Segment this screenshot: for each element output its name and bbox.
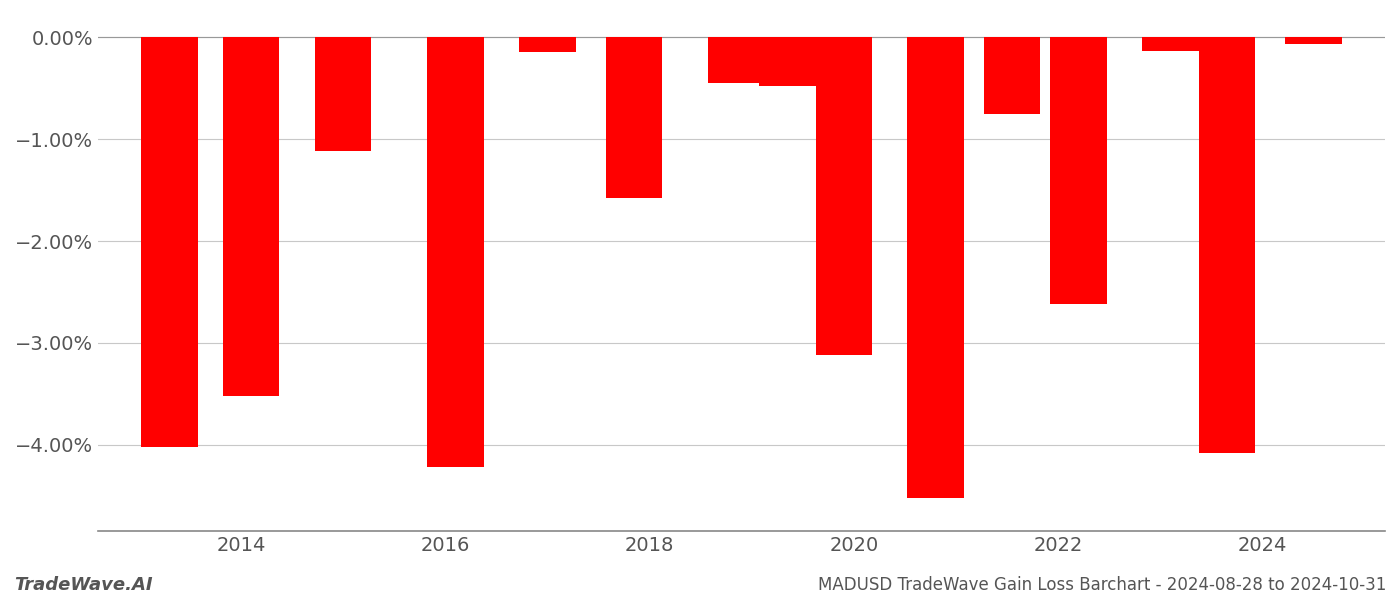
Bar — [606, 37, 662, 198]
Bar — [141, 37, 197, 446]
Bar — [759, 37, 816, 86]
Bar — [907, 37, 963, 497]
Bar — [984, 37, 1040, 114]
Bar — [223, 37, 279, 396]
Bar — [427, 37, 483, 467]
Bar — [315, 37, 371, 151]
Bar — [816, 37, 872, 355]
Bar — [1142, 37, 1198, 50]
Text: TradeWave.AI: TradeWave.AI — [14, 576, 153, 594]
Bar — [708, 37, 764, 83]
Bar — [1198, 37, 1254, 453]
Text: MADUSD TradeWave Gain Loss Barchart - 2024-08-28 to 2024-10-31: MADUSD TradeWave Gain Loss Barchart - 20… — [818, 576, 1386, 594]
Bar — [1285, 37, 1341, 44]
Bar — [519, 37, 575, 52]
Bar — [1050, 37, 1106, 304]
